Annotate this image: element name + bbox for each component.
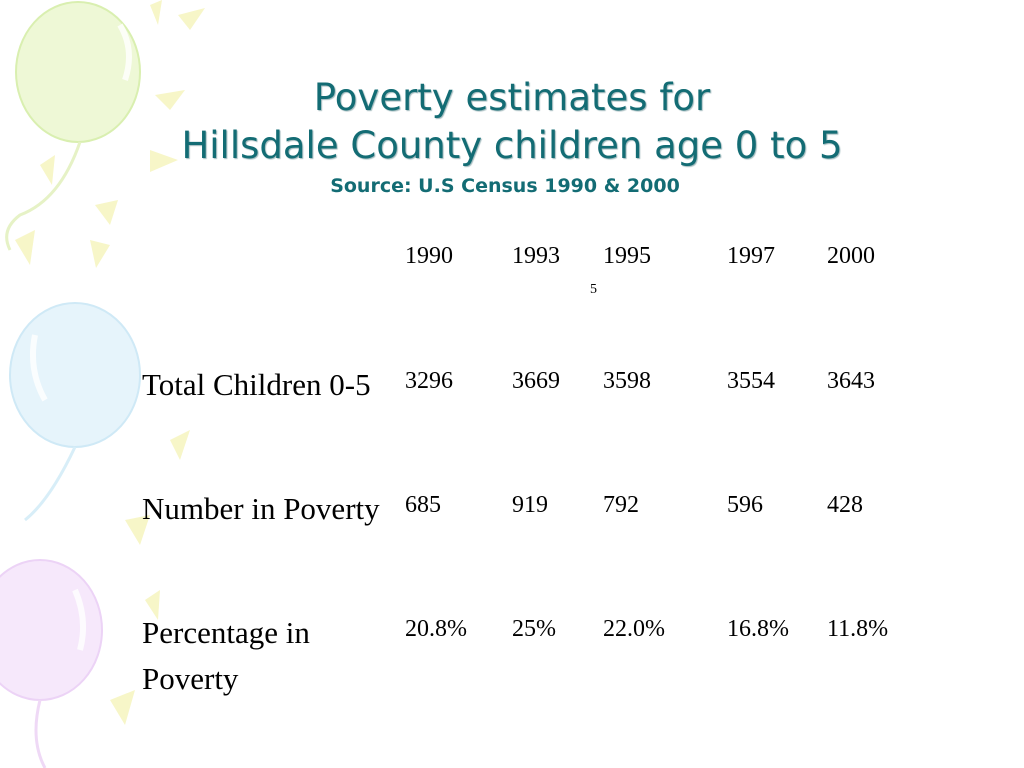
balloon-decoration	[0, 0, 205, 768]
year-header-1995: 1995	[603, 243, 651, 269]
table-cell: 919	[512, 492, 548, 518]
table-cell: 3598	[603, 368, 651, 394]
year-header-1997: 1997	[727, 243, 775, 269]
table-cell: 16.8%	[727, 616, 789, 642]
row-label-total-children: Total Children 0-5	[142, 367, 371, 402]
slide-title-line1: Poverty estimates for	[313, 76, 711, 119]
row-label-percentage-in-poverty: Percentage in Poverty	[142, 615, 310, 696]
table-cell: 685	[405, 492, 441, 518]
source-caption: Source: U.S Census 1990 & 2000	[330, 175, 680, 197]
table-cell: 428	[827, 492, 863, 518]
purple-balloon-icon	[0, 559, 103, 701]
green-balloon-icon	[15, 1, 141, 143]
table-cell: 3554	[727, 368, 775, 394]
table-cell: 792	[603, 492, 639, 518]
blue-balloon-icon	[9, 302, 141, 448]
table-cell: 25%	[512, 616, 556, 642]
year-header-2000: 2000	[827, 243, 875, 269]
row-label-number-in-poverty: Number in Poverty	[142, 491, 380, 526]
year-header-1993: 1993	[512, 243, 560, 269]
table-cell: 22.0%	[603, 616, 665, 642]
table-cell: 20.8%	[405, 616, 467, 642]
sparkle-icons	[15, 0, 205, 725]
stray-mark: 5	[590, 282, 597, 297]
table-cell: 596	[727, 492, 763, 518]
table-cell: 3643	[827, 368, 875, 394]
slide-title-line2: Hillsdale County children age 0 to 5	[181, 124, 843, 167]
year-header-1990: 1990	[405, 243, 453, 269]
table-cell: 3669	[512, 368, 560, 394]
table-cell: 3296	[405, 368, 453, 394]
table-cell: 11.8%	[827, 616, 889, 642]
